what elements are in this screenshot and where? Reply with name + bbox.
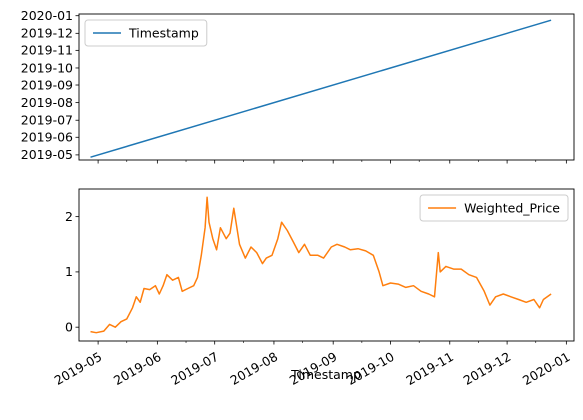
legend-box (419, 194, 569, 222)
series-line-timestamp (90, 19, 552, 158)
bottom-y-ticks: 0 1 2 (65, 209, 79, 334)
bottom-series-layer (90, 196, 552, 334)
y-tick-label: 1 (65, 264, 73, 279)
top-series-layer (90, 19, 552, 158)
top-y-ticks: 2019-05 2019-06 2019-07 2019-08 2019-09 2019-… (21, 8, 79, 162)
y-tick-label: 2019-05 (21, 147, 73, 162)
y-tick-label: 2019-06 (21, 130, 73, 145)
y-tick-label: 2019-09 (21, 77, 73, 92)
y-tick-label: 2 (65, 209, 73, 224)
y-tick-label: 2019-12 (21, 26, 73, 41)
y-tick-label: 2020-01 (21, 8, 73, 23)
y-tick-label: 2019-10 (21, 60, 73, 75)
legend-box (84, 19, 208, 47)
y-tick-label: 2019-07 (21, 113, 73, 128)
bottom-axes-frame (78, 188, 575, 342)
legend-label: Timestamp (128, 25, 199, 40)
series-line-weighted-price (90, 196, 552, 334)
top-subplot: 2019-05 2019-06 2019-07 2019-08 2019-09 2019-… (21, 8, 575, 164)
y-tick-label: 2019-11 (21, 43, 73, 58)
top-axes-frame (78, 13, 575, 161)
top-x-ticks (97, 160, 567, 164)
bottom-x-axis-label: Timestamp (290, 367, 361, 382)
y-tick-label: 0 (65, 319, 73, 334)
bottom-legend: Weighted_Price (419, 194, 569, 222)
y-tick-label: 2019-08 (21, 95, 73, 110)
legend-label: Weighted_Price (464, 200, 560, 215)
top-legend: Timestamp (84, 19, 208, 47)
